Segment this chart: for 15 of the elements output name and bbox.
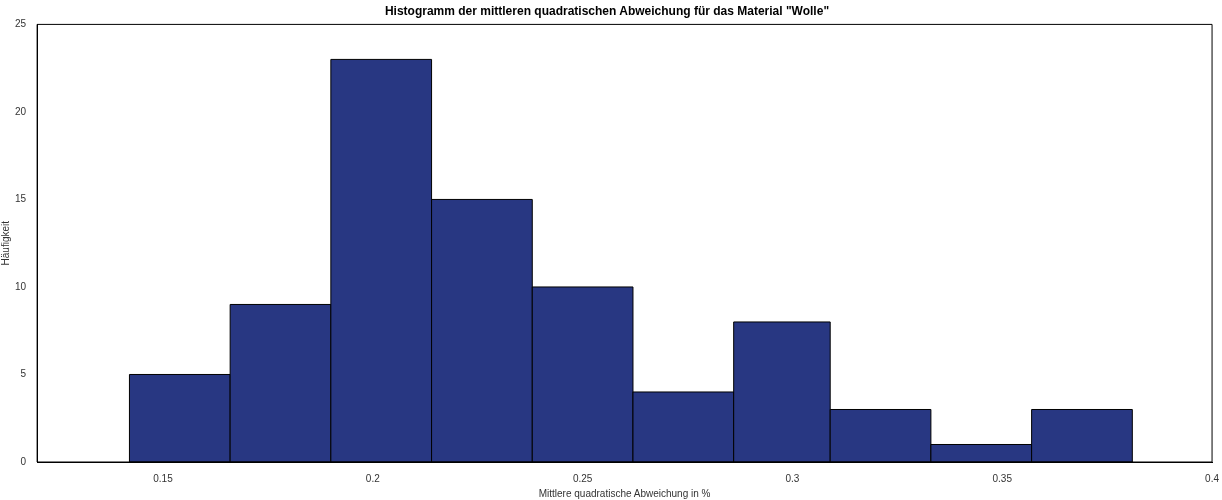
x-tick-label: 0.25 xyxy=(572,472,593,484)
x-tick-label: 0.35 xyxy=(992,472,1013,484)
y-tick-label: 15 xyxy=(15,193,27,205)
x-tick-label: 0.4 xyxy=(1205,472,1220,484)
y-tick-label: 10 xyxy=(15,280,27,292)
y-tick-label: 20 xyxy=(15,105,27,117)
y-tick-label: 0 xyxy=(20,455,27,467)
x-tick-label: 0.15 xyxy=(153,472,174,484)
chart-title: Histogramm der mittleren quadratischen Abweichung für das Material "Wolle" xyxy=(384,3,830,18)
y-tick-label: 5 xyxy=(20,368,27,380)
y-axis-title: Häufigkeit xyxy=(0,220,11,266)
x-axis-title: Mittlere quadratische Abweichung in % xyxy=(538,487,711,499)
x-tick-label: 0.3 xyxy=(785,472,800,484)
x-tick-label: 0.2 xyxy=(365,472,381,484)
y-tick-label: 25 xyxy=(15,18,27,30)
